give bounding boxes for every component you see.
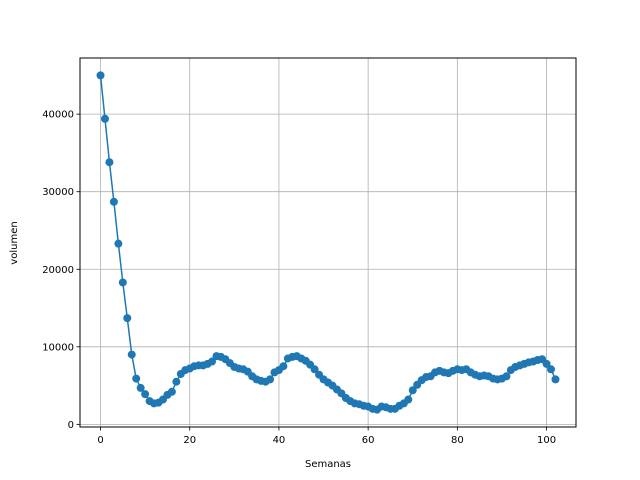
data-point [118, 278, 127, 287]
x-tick-label: 40 [273, 435, 286, 446]
data-point [109, 197, 118, 206]
data-point [141, 390, 150, 399]
data-point [547, 365, 556, 374]
data-point [136, 383, 145, 392]
grid-lines [80, 58, 576, 427]
plot-frame [79, 57, 577, 428]
data-point [408, 386, 417, 395]
data-point [105, 158, 114, 167]
y-tick-label: 40000 [42, 110, 74, 121]
axis-ticks: 0 20 40 60 80 100 0 10000 20000 30000 40000 [42, 110, 556, 446]
x-tick-label: 20 [183, 435, 196, 446]
data-series [96, 71, 560, 414]
data-point [96, 71, 105, 80]
y-tick-label: 0 [68, 420, 74, 431]
x-tick-label: 0 [97, 435, 103, 446]
x-tick-label: 60 [362, 435, 375, 446]
x-axis-label: Semanas [305, 459, 351, 470]
data-point [551, 375, 560, 384]
data-point [172, 377, 181, 386]
data-point [310, 365, 319, 374]
y-tick-label: 10000 [42, 342, 74, 353]
data-point [123, 314, 132, 323]
data-point [404, 395, 413, 404]
data-point [208, 357, 217, 366]
data-point [542, 359, 551, 368]
data-point [279, 362, 288, 371]
y-tick-label: 30000 [42, 187, 74, 198]
data-point [266, 375, 275, 384]
data-point [132, 374, 141, 383]
x-tick-label: 80 [451, 435, 464, 446]
data-point [100, 114, 109, 123]
data-point [502, 372, 511, 381]
data-point [127, 350, 136, 359]
data-point [167, 387, 176, 396]
x-tick-label: 100 [537, 435, 556, 446]
y-axis-label: volumen [9, 221, 20, 264]
data-point [114, 239, 123, 248]
y-tick-label: 20000 [42, 265, 74, 276]
